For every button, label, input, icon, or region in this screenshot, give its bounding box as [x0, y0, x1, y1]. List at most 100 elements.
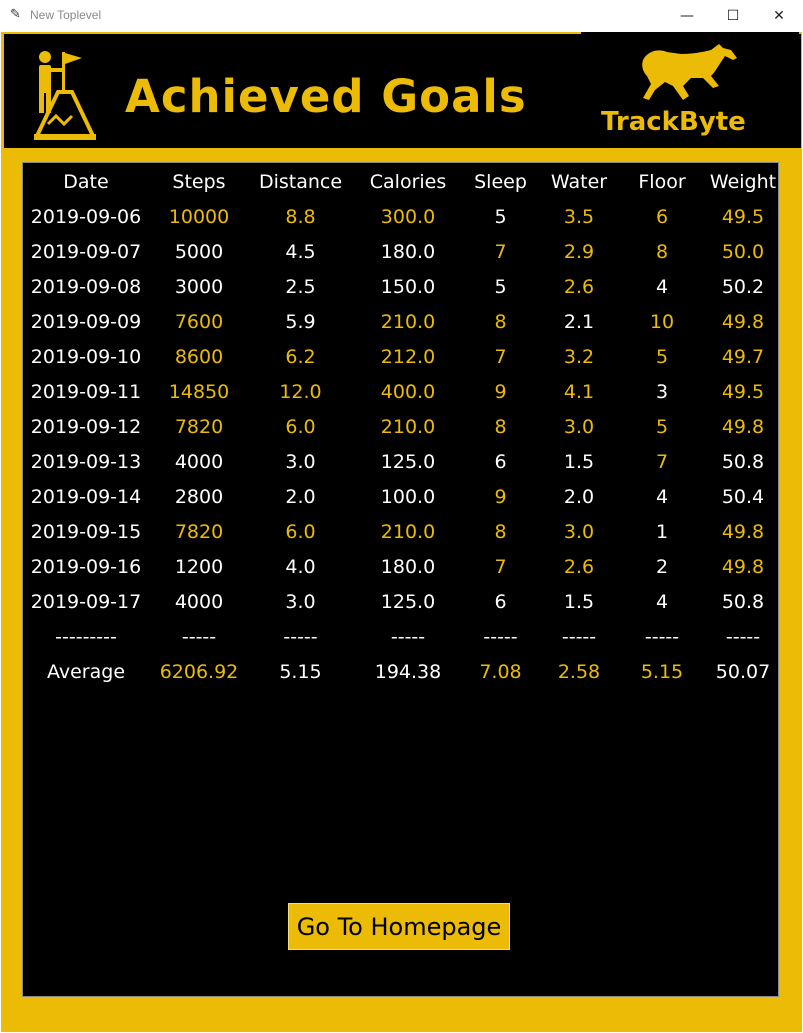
table-cell: 3 [655, 381, 669, 403]
close-button[interactable]: ✕ [773, 8, 785, 24]
table-cell: 50.0 [721, 241, 765, 263]
table-cell: 125.0 [380, 591, 436, 613]
column-header: Sleep [474, 171, 527, 193]
table-cell: 49.8 [721, 556, 765, 578]
column-header: Calories [369, 171, 447, 193]
window-title: New Toplevel [30, 8, 102, 22]
column-header: Floor [638, 171, 686, 193]
table-cell: 210.0 [380, 521, 436, 543]
table-cell: 4 [655, 591, 669, 613]
table-cell: ----- [725, 626, 761, 648]
table-cell: 7 [494, 241, 507, 263]
running-horse-icon [642, 44, 737, 100]
table-cell: 194.38 [374, 661, 442, 683]
table-cell: 50.2 [721, 276, 765, 298]
table-cell: 8.8 [285, 206, 316, 228]
table-cell: 2019-09-14 [30, 486, 142, 508]
table-header-row: Date Steps Distance Calories Sleep Water Floor… [23, 165, 778, 200]
table-average-row: Average 6206.92 5.15 194.38 7.08 2.58 5.15 50.0… [23, 655, 778, 690]
table-cell: ----- [390, 626, 426, 648]
table-cell: 49.7 [721, 346, 765, 368]
table-cell: 49.5 [721, 206, 765, 228]
maximize-button[interactable]: ☐ [726, 8, 740, 24]
table-cell: 8 [655, 241, 669, 263]
go-to-homepage-button[interactable]: Go To Homepage [288, 903, 510, 950]
table-cell: 10000 [168, 206, 230, 228]
table-cell: 4.1 [563, 381, 595, 403]
table-cell: 9 [494, 486, 507, 508]
table-cell: 8600 [174, 346, 224, 368]
table-cell: 4000 [174, 591, 224, 613]
table-cell: 2.58 [557, 661, 601, 683]
table-cell: 5 [655, 416, 669, 438]
table-cell: 50.8 [721, 451, 765, 473]
table-cell: 4 [655, 276, 669, 298]
table-cell: 49.8 [721, 311, 765, 333]
table-cell: 5000 [174, 241, 224, 263]
table-cell: 2.0 [563, 486, 595, 508]
table-cell: ----- [483, 626, 518, 648]
table-row: 2019-09-09 7600 5.9 210.0 8 2.1 10 49.8 [23, 305, 778, 340]
minimize-button[interactable]: — [680, 8, 694, 24]
table-cell: 50.4 [721, 486, 765, 508]
table-cell: 50.07 [715, 661, 771, 683]
table-cell: 7820 [174, 416, 224, 438]
table-row: 2019-09-14 2800 2.0 100.0 9 2.0 4 50.4 [23, 480, 778, 515]
table-row: 2019-09-12 7820 6.0 210.0 8 3.0 5 49.8 [23, 410, 778, 445]
table-cell: 4.0 [285, 556, 316, 578]
table-cell: ----- [283, 626, 318, 648]
table-cell: 8 [494, 311, 507, 333]
goal-achievement-icon [34, 51, 96, 140]
table-cell: 6.2 [285, 346, 316, 368]
table-cell: ----- [561, 626, 597, 648]
table-cell: 3.0 [563, 521, 595, 543]
table-cell: 2019-09-06 [30, 206, 142, 228]
brand-name: TrackByte [601, 107, 746, 137]
table-cell: 2019-09-09 [30, 311, 142, 333]
table-cell: 2.0 [285, 486, 316, 508]
brand-logo-box [581, 32, 799, 148]
table-cell: 1.5 [563, 451, 595, 473]
table-row: 2019-09-17 4000 3.0 125.0 6 1.5 4 50.8 [23, 585, 778, 620]
table-cell: 2019-09-15 [30, 521, 142, 543]
table-row: 2019-09-13 4000 3.0 125.0 6 1.5 7 50.8 [23, 445, 778, 480]
table-cell: 6206.92 [159, 661, 239, 683]
table-cell: 12.0 [279, 381, 322, 403]
table-cell: 212.0 [380, 346, 436, 368]
table-cell: 3.0 [285, 451, 316, 473]
app-window: Achieved Goals TrackByte Date Steps Distan… [1, 32, 802, 1032]
table-cell: 5.9 [285, 311, 316, 333]
table-cell: 49.8 [721, 416, 765, 438]
feather-icon: ✎ [10, 7, 21, 22]
column-header: Weight [709, 171, 777, 193]
table-cell: 3.2 [563, 346, 595, 368]
table-cell: 2800 [174, 486, 224, 508]
table-cell: 180.0 [380, 556, 436, 578]
table-cell: 210.0 [380, 416, 436, 438]
table-cell: 5 [655, 346, 669, 368]
table-separator-row: --------- ----- ----- ----- ----- ----- ----- -… [23, 620, 778, 655]
table-cell: 1.5 [563, 591, 595, 613]
window-titlebar: ✎ New Toplevel — ☐ ✕ [0, 0, 803, 32]
table-cell: 125.0 [380, 451, 436, 473]
table-cell: 8 [494, 521, 507, 543]
table-cell: 2019-09-08 [30, 276, 142, 298]
table-cell: 2.1 [563, 311, 595, 333]
table-cell: 2019-09-12 [30, 416, 142, 438]
table-cell: 2019-09-13 [30, 451, 142, 473]
table-cell: ----- [644, 626, 680, 648]
column-header: Steps [172, 171, 226, 193]
table-cell: 49.5 [721, 381, 765, 403]
table-cell: 2.5 [285, 276, 316, 298]
table-cell: Average [46, 661, 126, 683]
table-cell: 2019-09-17 [30, 591, 142, 613]
table-cell: 6 [494, 591, 507, 613]
table-cell: 150.0 [380, 276, 436, 298]
table-cell: 7600 [174, 311, 224, 333]
table-cell: 2019-09-07 [30, 241, 142, 263]
table-cell: 4.5 [285, 241, 316, 263]
table-cell: 9 [494, 381, 507, 403]
column-header: Water [550, 171, 608, 193]
table-cell: 14850 [168, 381, 230, 403]
table-cell: 210.0 [380, 311, 436, 333]
